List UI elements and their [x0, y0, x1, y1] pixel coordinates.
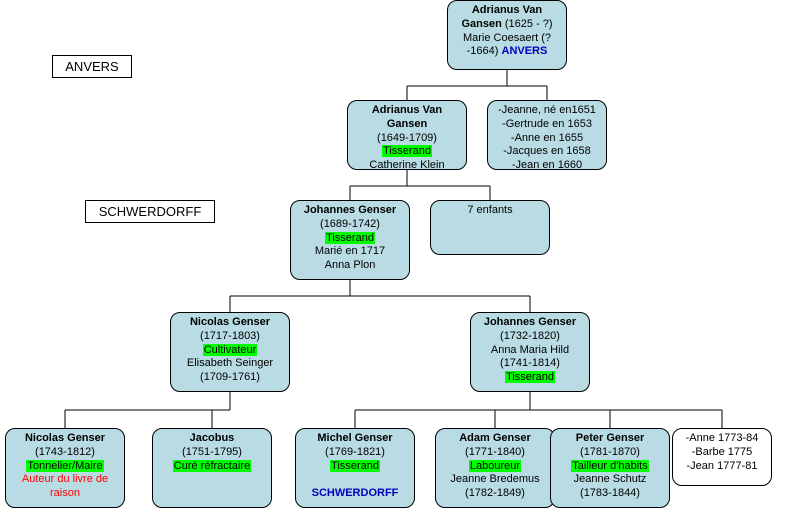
marriage: Marié en 1717	[315, 245, 385, 257]
region-label: SCHWERDORFF	[99, 204, 202, 219]
person-name: Johannes Genser	[484, 316, 576, 328]
spouse-dates: (1782-1849)	[465, 487, 525, 499]
node-nicolas-1743: Nicolas Genser (1743-1812) Tonnelier/Mai…	[5, 428, 125, 508]
occupation: Curé réfractaire	[173, 460, 251, 472]
node-johannes-1732: Johannes Genser (1732-1820) Anna Maria H…	[470, 312, 590, 392]
spouse: Catherine Klein	[369, 159, 444, 171]
sibling-line: -Jacques en 1658	[503, 145, 590, 157]
person-dates: (1743-1812)	[35, 446, 95, 458]
person-dates: (1625 - ?)	[505, 18, 553, 30]
node-johannes-1689: Johannes Genser (1689-1742) Tisserand Ma…	[290, 200, 410, 280]
occupation: Laboureur	[469, 460, 521, 472]
occupation: Tonnelier/Maire	[26, 460, 103, 472]
person-name: Nicolas Genser	[190, 316, 270, 328]
sibling-line: -Anne 1773-84	[686, 432, 759, 444]
occupation: Cultivateur	[203, 344, 258, 356]
person-name: Nicolas Genser	[25, 432, 105, 444]
node-siblings-1651: -Jeanne, né en1651 -Gertrude en 1653 -An…	[487, 100, 607, 170]
node-7-enfants: 7 enfants	[430, 200, 550, 255]
person-dates: (1781-1870)	[580, 446, 640, 458]
node-adrianus-1649: Adrianus Van Gansen (1649-1709) Tisseran…	[347, 100, 467, 170]
spouse: Anna Maria Hild	[491, 344, 569, 356]
person-name: Adrianus Van Gansen	[372, 104, 442, 130]
occupation: Tisserand	[505, 371, 555, 383]
occupation: Tailleur d'habits	[571, 460, 648, 472]
place: SCHWERDORFF	[312, 487, 399, 499]
occupation: Tisserand	[330, 460, 380, 472]
place: ANVERS	[502, 45, 548, 57]
node-adam-1771: Adam Genser (1771-1840) Laboureur Jeanne…	[435, 428, 555, 508]
node-nicolas-1717: Nicolas Genser (1717-1803) Cultivateur E…	[170, 312, 290, 392]
node-michel-1769: Michel Genser (1769-1821) Tisserand SCHW…	[295, 428, 415, 508]
region-anvers: ANVERS	[52, 55, 132, 78]
text: 7 enfants	[467, 204, 512, 216]
node-adrianus-1625: Adrianus Van Gansen (1625 - ?) Marie Coe…	[447, 0, 567, 70]
person-name: Michel Genser	[317, 432, 392, 444]
person-name: Adam Genser	[459, 432, 531, 444]
spouse-dates: (1741-1814)	[500, 357, 560, 369]
person-name: Johannes Genser	[304, 204, 396, 216]
occupation: Tisserand	[325, 232, 375, 244]
person-dates: (1769-1821)	[325, 446, 385, 458]
region-schwerdorff: SCHWERDORFF	[85, 200, 215, 223]
person-dates: (1732-1820)	[500, 330, 560, 342]
person-name: Jacobus	[190, 432, 235, 444]
spouse: Elisabeth Seinger	[187, 357, 273, 369]
occupation: Tisserand	[382, 145, 432, 157]
person-dates: (1649-1709)	[377, 132, 437, 144]
spouse: Jeanne Bredemus	[450, 473, 539, 485]
note: Auteur du livre de raison	[22, 473, 108, 499]
spouse-dates: (1709-1761)	[200, 371, 260, 383]
sibling-line: -Jean en 1660	[512, 159, 582, 171]
region-label: ANVERS	[65, 59, 118, 74]
node-jacobus-1751: Jacobus (1751-1795) Curé réfractaire	[152, 428, 272, 508]
node-siblings-anne: -Anne 1773-84 -Barbe 1775 -Jean 1777-81	[672, 428, 772, 486]
sibling-line: -Barbe 1775	[692, 446, 753, 458]
person-dates: (1717-1803)	[200, 330, 260, 342]
person-dates: (1751-1795)	[182, 446, 242, 458]
sibling-line: -Gertrude en 1653	[502, 118, 592, 130]
spouse-dates: (1783-1844)	[580, 487, 640, 499]
person-name: Peter Genser	[576, 432, 644, 444]
person-dates: (1689-1742)	[320, 218, 380, 230]
sibling-line: -Jean 1777-81	[687, 460, 758, 472]
sibling-line: -Anne en 1655	[511, 132, 583, 144]
sibling-line: -Jeanne, né en1651	[498, 104, 596, 116]
spouse: Jeanne Schutz	[574, 473, 647, 485]
person-dates: (1771-1840)	[465, 446, 525, 458]
spouse: Anna Plon	[325, 259, 376, 271]
node-peter-1781: Peter Genser (1781-1870) Tailleur d'habi…	[550, 428, 670, 508]
